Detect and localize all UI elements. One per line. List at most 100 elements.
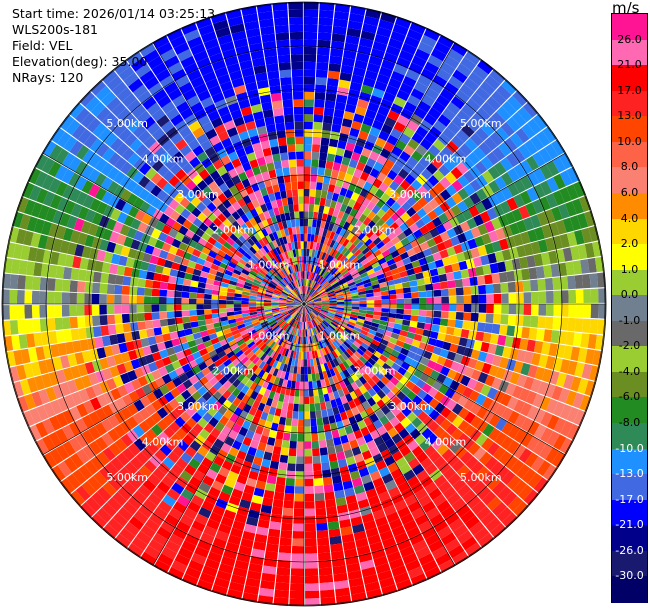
range-gate-cell	[354, 413, 364, 423]
range-gate-cell	[366, 229, 375, 239]
range-gate-cell	[112, 512, 129, 528]
range-gate-cell	[107, 166, 120, 181]
range-gate-cell	[310, 264, 315, 273]
range-gate-cell	[366, 307, 375, 312]
range-gate-cell	[192, 127, 205, 139]
range-gate-cell	[306, 305, 314, 309]
range-gate-cell	[224, 371, 234, 381]
range-gate-cell	[436, 499, 451, 513]
range-gate-cell	[401, 385, 411, 396]
range-gate-cell	[156, 342, 167, 352]
range-gate-cell	[270, 322, 278, 328]
range-gate-cell	[440, 406, 452, 419]
range-gate-cell	[351, 477, 363, 488]
range-gate-cell	[90, 101, 106, 117]
range-gate-cell	[207, 406, 218, 417]
range-gate-cell	[329, 138, 339, 148]
azimuth-spoke	[152, 303, 305, 566]
range-gate-cell	[226, 127, 238, 138]
range-gate-cell	[553, 173, 566, 190]
range-gate-cell	[286, 306, 294, 310]
range-gate-cell	[380, 376, 390, 386]
range-gate-cell	[393, 174, 405, 186]
range-gate-cell	[577, 213, 589, 229]
range-gate-cell	[343, 111, 355, 121]
range-gate-cell	[157, 431, 170, 444]
range-gate-cell	[232, 520, 246, 531]
range-gate-cell	[274, 17, 289, 26]
range-gate-cell	[476, 485, 492, 500]
range-gate-cell	[293, 301, 302, 304]
range-gate-cell	[96, 347, 107, 359]
range-gate-cell	[449, 343, 459, 353]
range-gate-cell	[179, 470, 193, 482]
range-gate-cell	[590, 304, 599, 319]
range-gate-cell	[290, 39, 304, 48]
range-gate-cell	[294, 241, 298, 250]
range-gate-cell	[181, 363, 192, 373]
range-gate-cell	[390, 31, 406, 43]
range-gate-cell	[386, 390, 396, 401]
range-gate-cell	[197, 463, 210, 475]
range-gate-cell	[307, 226, 312, 235]
range-gate-cell	[314, 402, 321, 411]
range-gate-cell	[365, 335, 374, 343]
range-gate-cell	[286, 300, 294, 303]
range-gate-cell	[55, 444, 70, 461]
range-gate-cell	[290, 273, 295, 281]
range-gate-cell	[231, 77, 245, 88]
range-gate-cell	[276, 198, 283, 208]
range-gate-cell	[295, 297, 302, 303]
range-gate-cell	[344, 306, 352, 309]
range-gate-cell	[154, 239, 165, 250]
range-gate-cell	[54, 291, 63, 304]
range-gate-cell	[166, 297, 175, 304]
range-gate-cell	[358, 255, 367, 263]
range-gate-cell	[95, 226, 106, 239]
range-gate-cell	[538, 291, 547, 304]
range-gate-cell	[192, 217, 203, 228]
range-gate-cell	[318, 259, 324, 268]
range-gate-cell	[244, 523, 257, 534]
range-gate-cell	[220, 155, 231, 166]
range-gate-cell	[185, 446, 197, 458]
range-gate-cell	[232, 346, 242, 355]
range-gate-cell	[270, 513, 282, 523]
range-gate-cell	[87, 168, 101, 183]
range-gate-cell	[276, 567, 291, 576]
range-gate-cell	[293, 106, 304, 115]
range-gate-cell	[366, 201, 376, 211]
range-gate-cell	[501, 79, 517, 95]
range-gate-cell	[403, 309, 412, 315]
range-gate-cell	[352, 259, 361, 267]
range-gate-cell	[317, 276, 324, 284]
range-gate-cell	[391, 163, 402, 175]
range-gate-cell	[284, 371, 290, 381]
range-gate-cell	[217, 350, 227, 359]
range-gate-cell	[302, 314, 304, 322]
range-gate-cell	[201, 367, 211, 377]
range-gate-cell	[341, 332, 349, 339]
range-gate-cell	[227, 102, 240, 113]
range-gate-cell	[145, 403, 157, 416]
range-gate-cell	[239, 329, 248, 336]
range-gate-cell	[271, 295, 280, 299]
range-gate-cell	[2, 273, 12, 289]
range-gate-cell	[377, 277, 387, 284]
range-gate-cell	[275, 168, 284, 177]
range-gate-cell	[144, 287, 153, 296]
range-gate-cell	[194, 243, 205, 252]
range-gate-cell	[144, 416, 157, 429]
range-gate-cell	[251, 267, 260, 274]
range-gate-cell	[296, 306, 302, 312]
range-gate-cell	[403, 451, 416, 463]
range-gate-cell	[313, 114, 324, 123]
range-gate-cell	[244, 359, 252, 368]
range-gate-cell	[385, 197, 396, 207]
range-gate-cell	[339, 187, 348, 197]
range-gate-cell	[381, 304, 390, 309]
range-gate-cell	[362, 278, 371, 285]
range-gate-cell	[291, 69, 304, 78]
range-gate-cell	[121, 93, 137, 108]
range-gate-cell	[289, 350, 295, 359]
